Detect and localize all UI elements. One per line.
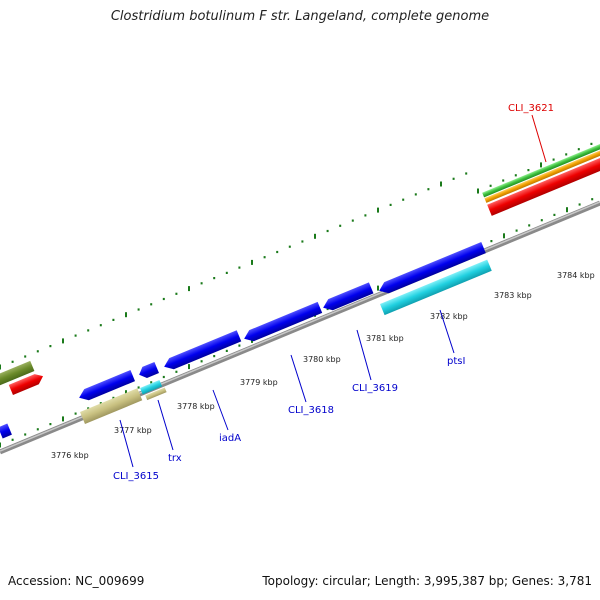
topology-text: Topology: circular; Length: 3,995,387 bp… <box>262 574 592 588</box>
gene-label-cli3615: CLI_3615 <box>113 471 159 482</box>
gene-ptsI <box>380 259 492 316</box>
tick-label: 3776 kbp <box>51 451 89 460</box>
gene-cli3615 <box>80 388 143 425</box>
leader-lines <box>119 114 547 468</box>
leader-trx <box>157 399 174 451</box>
leader-iadA <box>212 389 229 431</box>
feature-orange <box>484 148 600 203</box>
gene-cds-small <box>139 361 159 379</box>
gene-label-cli3621: CLI_3621 <box>508 103 554 114</box>
gene-cds-3618 <box>323 282 374 311</box>
leader-ptsI <box>439 309 455 354</box>
leader-cli3619 <box>356 329 372 381</box>
feature-green <box>482 143 600 198</box>
leader-cli3618 <box>290 354 307 403</box>
map-title: Clostridium botulinum F str. Langeland, … <box>110 9 490 24</box>
feature-olive <box>0 360 35 386</box>
tick-label: 3782 kbp <box>430 312 468 321</box>
gene-cds-3614 <box>79 370 136 401</box>
gene-label-iadA: iadA <box>219 433 241 444</box>
accession-text: Accession: NC_009699 <box>8 574 145 588</box>
leader-cli3621 <box>531 114 547 163</box>
tick-label: 3779 kbp <box>240 378 278 387</box>
tick-label: 3781 kbp <box>366 334 404 343</box>
gene-cds-3619 <box>379 241 486 294</box>
feature-red-left <box>8 374 44 396</box>
feature-red-cli3621 <box>487 155 600 216</box>
gene-cds-3616 <box>164 330 242 370</box>
gene-cds-edge <box>0 423 12 439</box>
tick-label: 3777 kbp <box>114 426 152 435</box>
reverse-features <box>0 241 492 439</box>
gene-label-ptsI: ptsI <box>447 356 465 367</box>
gene-label-trx: trx <box>168 453 182 464</box>
outer-tick-track <box>0 142 593 370</box>
gene-trx-rna <box>145 387 167 401</box>
tick-label: 3778 kbp <box>177 402 215 411</box>
gene-trx <box>140 379 163 395</box>
forward-features <box>0 143 600 396</box>
tick-label: 3780 kbp <box>303 355 341 364</box>
gene-labels: CLI_3621 CLI_3615 trx iadA CLI_3618 CLI_… <box>113 103 554 482</box>
tick-labels: 3776 kbp 3777 kbp 3778 kbp 3779 kbp 3780… <box>51 271 595 460</box>
gene-cds-3617 <box>244 301 323 342</box>
tick-label: 3783 kbp <box>494 291 532 300</box>
tick-label: 3784 kbp <box>557 271 595 280</box>
gene-label-cli3619: CLI_3619 <box>352 383 398 394</box>
leader-cli3615 <box>119 419 134 468</box>
gene-label-cli3618: CLI_3618 <box>288 405 334 416</box>
